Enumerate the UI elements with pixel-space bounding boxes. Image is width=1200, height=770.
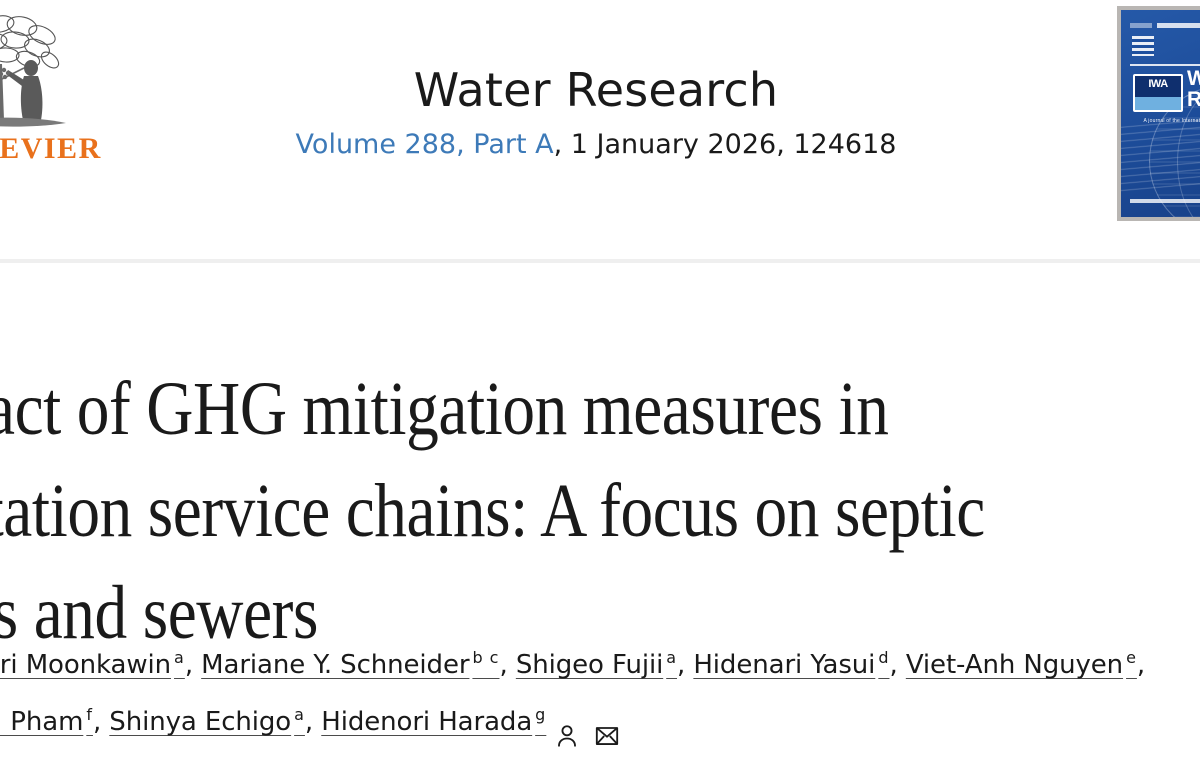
- author-separator: ,: [184, 650, 202, 680]
- elsevier-tree-icon: [0, 15, 66, 127]
- author-link[interactable]: Viet-Anh Nguyen e: [906, 650, 1137, 680]
- author-affiliation-marker: a: [294, 705, 305, 725]
- cover-title-line2: RESEARCH: [1187, 89, 1200, 110]
- author-separator: ,: [304, 707, 322, 737]
- author-separator: ,: [677, 650, 694, 680]
- author-name-text: Viet-Anh Nguyen: [905, 650, 1124, 680]
- author-affiliation-marker: b c: [472, 648, 500, 668]
- iwa-logo-icon: IWA: [1133, 74, 1183, 112]
- author-separator: ,: [889, 650, 906, 680]
- author-link[interactable]: Shigeo Fujii a: [516, 650, 677, 680]
- cover-divider-top: [1130, 64, 1200, 66]
- author-name-text: Hidenari Yasui: [693, 650, 876, 680]
- author-name-text: Hidenori Harada: [321, 707, 533, 737]
- corresponding-author-icons: [554, 697, 620, 754]
- author-affiliation-marker: e: [1126, 648, 1137, 668]
- cover-strapline: A journal of the International Water Ass…: [1143, 118, 1200, 124]
- cover-top-strip-left: [1157, 22, 1200, 28]
- author-name-text: Pongsiri Moonkawin: [0, 650, 172, 680]
- article-title: Impact of GHG mitigation measures in san…: [0, 366, 985, 655]
- author-affiliation-marker: f: [86, 705, 93, 725]
- elsevier-logo-link[interactable]: ELSEVIER: [0, 2, 102, 177]
- author-separator: ,: [499, 650, 516, 680]
- cover-artwork: IWA WATER RESEARCH A journal of the Inte…: [1121, 10, 1200, 217]
- author-name-text: Anh N. Pham: [0, 707, 84, 737]
- cover-title: WATER RESEARCH: [1187, 68, 1200, 110]
- envelope-icon[interactable]: [594, 713, 620, 745]
- issue-volume-link[interactable]: Volume 288, Part A: [295, 129, 554, 160]
- author-link[interactable]: Hidenori Harada g: [321, 707, 546, 737]
- cover-barcode-icon: [1132, 36, 1154, 56]
- cover-issn-block: [1130, 22, 1152, 28]
- author-name-text: Shinya Echigo: [109, 707, 292, 737]
- author-affiliation-marker: d: [878, 648, 890, 668]
- author-separator: ,: [1136, 650, 1146, 680]
- cover-top-bar: [1130, 21, 1200, 29]
- journal-name: Water Research: [413, 63, 779, 117]
- iwa-logo-text: IWA: [1148, 78, 1168, 90]
- header-divider: [0, 259, 1200, 263]
- author-link[interactable]: Mariane Y. Schneider b c: [201, 650, 499, 680]
- journal-header: ELSEVIER Water Research Volume 288, Part…: [0, 0, 1200, 263]
- author-affiliation-marker: a: [174, 648, 185, 668]
- author-affiliation-marker: g: [535, 705, 547, 725]
- author-separator: ,: [92, 707, 110, 737]
- elsevier-wordmark: ELSEVIER: [0, 132, 102, 165]
- author-link[interactable]: Hidenari Yasui d: [693, 650, 889, 680]
- author-link[interactable]: Shinya Echigo a: [109, 707, 305, 737]
- journal-issue-line: Volume 288, Part A, 1 January 2026, 1246…: [0, 128, 1192, 162]
- person-icon[interactable]: [554, 713, 580, 747]
- journal-cover-image[interactable]: IWA WATER RESEARCH A journal of the Inte…: [1117, 6, 1200, 221]
- issue-date-text: , 1 January 2026, 124618: [553, 129, 897, 160]
- journal-title-block: Water Research Volume 288, Part A, 1 Jan…: [0, 62, 1192, 162]
- author-affiliation-marker: a: [666, 648, 678, 668]
- author-name-text: Shigeo Fujii: [515, 650, 664, 680]
- iwa-wave-shape: [1135, 97, 1181, 110]
- author-name-text: Mariane Y. Schneider: [201, 650, 470, 680]
- cover-divider-bottom: [1130, 199, 1200, 203]
- cover-title-line1: WATER: [1187, 68, 1200, 89]
